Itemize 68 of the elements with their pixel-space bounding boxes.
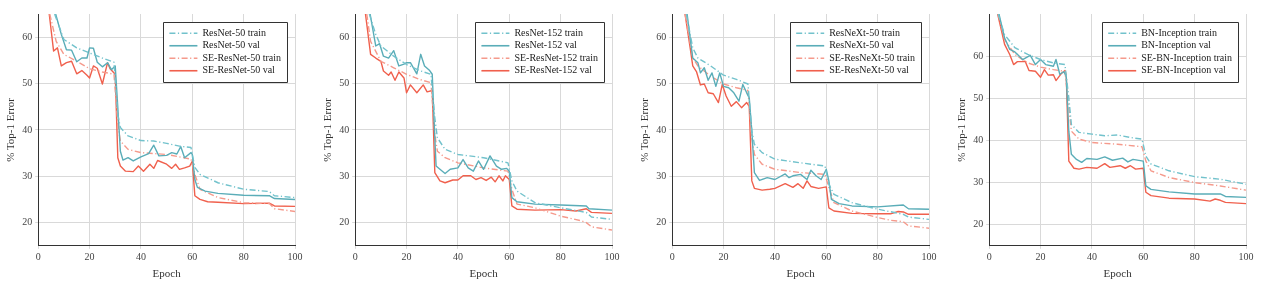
y-tick-label: 60 (656, 30, 667, 42)
y-tick-label: 40 (22, 123, 33, 135)
y-tick-label: 40 (339, 123, 350, 135)
legend-label: ResNeXt-50 train (829, 26, 901, 38)
y-tick-label: 50 (22, 77, 33, 89)
legend-label: SE-ResNet-50 val (202, 64, 276, 76)
x-tick-label: 80 (238, 251, 249, 263)
legend-label: ResNet-50 val (202, 39, 261, 51)
x-tick-label: 80 (555, 251, 566, 263)
y-tick-label: 40 (973, 134, 984, 146)
y-tick-label: 30 (973, 176, 984, 188)
y-axis-title: % Top-1 Error (955, 97, 968, 162)
y-tick-label: 50 (656, 77, 667, 89)
x-axis-title: Epoch (469, 267, 499, 280)
x-tick-label: 20 (1035, 251, 1046, 263)
legend-label: ResNeXt-50 val (829, 39, 895, 51)
x-tick-label: 60 (504, 251, 515, 263)
y-tick-label: 30 (656, 169, 667, 181)
x-tick-label: 40 (452, 251, 463, 263)
y-tick-label: 60 (22, 30, 33, 42)
y-axis-title: % Top-1 Error (4, 97, 17, 162)
x-axis-title: Epoch (786, 267, 816, 280)
y-tick-label: 30 (22, 169, 33, 181)
x-tick-label: 20 (84, 251, 95, 263)
y-axis-title: % Top-1 Error (321, 97, 334, 162)
y-tick-label: 50 (339, 77, 350, 89)
y-tick-label: 20 (656, 216, 667, 228)
x-tick-label: 40 (135, 251, 146, 263)
legend-label: SE-BN-Inception train (1141, 51, 1232, 63)
legend-label: SE-ResNet-152 train (514, 51, 598, 63)
x-tick-label: 100 (604, 251, 620, 263)
legend-label: ResNet-50 train (202, 26, 266, 38)
x-tick-label: 80 (872, 251, 883, 263)
x-tick-label: 100 (1238, 251, 1254, 263)
x-tick-label: 80 (1189, 251, 1200, 263)
x-tick-label: 100 (921, 251, 937, 263)
y-tick-label: 30 (339, 169, 350, 181)
y-tick-label: 20 (339, 216, 350, 228)
y-axis-title: % Top-1 Error (638, 97, 651, 162)
y-tick-label: 20 (22, 216, 33, 228)
x-tick-label: 100 (287, 251, 303, 263)
legend-label: BN-Inception val (1141, 39, 1212, 51)
legend-label: SE-ResNet-50 train (202, 51, 281, 63)
legend-label: SE-ResNeXt-50 val (829, 64, 910, 76)
x-tick-label: 0 (352, 251, 358, 263)
y-tick-label: 20 (973, 218, 984, 230)
x-tick-label: 20 (401, 251, 412, 263)
y-tick-label: 60 (973, 49, 984, 61)
x-tick-label: 0 (986, 251, 992, 263)
x-tick-label: 60 (187, 251, 198, 263)
x-tick-label: 60 (1138, 251, 1149, 263)
x-tick-label: 40 (769, 251, 780, 263)
y-tick-label: 40 (656, 123, 667, 135)
x-tick-label: 0 (669, 251, 675, 263)
legend-label: SE-BN-Inception val (1141, 64, 1227, 76)
x-axis-title: Epoch (1103, 267, 1133, 280)
x-axis-title: Epoch (152, 267, 182, 280)
legend-label: ResNet-152 train (514, 26, 583, 38)
x-tick-label: 40 (1086, 251, 1097, 263)
legend-label: ResNet-152 val (514, 39, 578, 51)
y-tick-label: 60 (339, 30, 350, 42)
legend-label: BN-Inception train (1141, 26, 1217, 38)
x-tick-label: 60 (821, 251, 832, 263)
y-tick-label: 50 (973, 91, 984, 103)
legend-label: SE-ResNet-152 val (514, 64, 593, 76)
legend-label: SE-ResNeXt-50 train (829, 51, 916, 63)
x-tick-label: 0 (35, 251, 41, 263)
x-tick-label: 20 (718, 251, 729, 263)
